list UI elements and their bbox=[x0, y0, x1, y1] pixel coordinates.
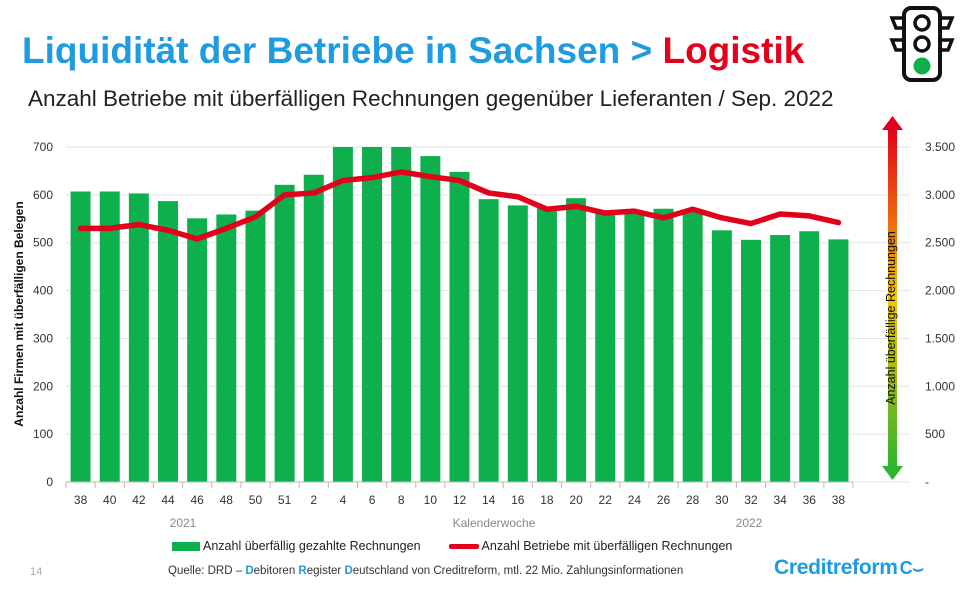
x-tick-label: 12 bbox=[453, 493, 467, 507]
traffic-light-icon bbox=[889, 6, 955, 82]
y-right-tick-label: 1.500 bbox=[925, 331, 955, 345]
x-tick-label: 18 bbox=[540, 493, 554, 507]
y-left-tick-label: 100 bbox=[33, 427, 53, 441]
bar bbox=[391, 147, 412, 482]
bar bbox=[653, 208, 674, 482]
bar bbox=[770, 235, 791, 482]
bar bbox=[420, 156, 441, 483]
y-left-tick-label: 500 bbox=[33, 236, 53, 250]
page-subtitle: Anzahl Betriebe mit überfälligen Rechnun… bbox=[28, 86, 834, 111]
x-tick-label: 22 bbox=[599, 493, 613, 507]
x-tick-label: 42 bbox=[132, 493, 146, 507]
x-tick-label: 38 bbox=[832, 493, 846, 507]
bar bbox=[332, 147, 353, 482]
bar bbox=[799, 231, 820, 482]
x-axis-title: Kalenderwoche bbox=[453, 516, 536, 530]
legend-line-label: Anzahl Betriebe mit überfälligen Rechnun… bbox=[481, 539, 733, 553]
x-tick-label: 28 bbox=[686, 493, 700, 507]
source-note: Quelle: DRD – Debitoren Register Deutsch… bbox=[168, 565, 684, 577]
bar bbox=[682, 211, 703, 482]
x-tick-label: 40 bbox=[103, 493, 117, 507]
x-tick-label: 38 bbox=[74, 493, 88, 507]
y-right-tick-label: 2.000 bbox=[925, 284, 955, 298]
legend-bar-swatch bbox=[172, 541, 200, 551]
y-right-tick-label: 1.000 bbox=[925, 379, 955, 393]
x-tick-label: 32 bbox=[744, 493, 758, 507]
y-right-tick-label: 3.500 bbox=[925, 140, 955, 154]
legend-line-swatch bbox=[448, 543, 479, 549]
bar bbox=[362, 147, 383, 482]
y-right-tick-label: 3.000 bbox=[925, 188, 955, 202]
bar-series bbox=[70, 147, 849, 483]
y-right-tick-label: 2.500 bbox=[925, 236, 955, 250]
bar bbox=[70, 191, 91, 482]
bar bbox=[274, 184, 295, 483]
x-tick-label: 4 bbox=[340, 493, 347, 507]
x-tick-label: 51 bbox=[278, 493, 292, 507]
x-tick-label: 2 bbox=[310, 493, 317, 507]
y-left-tick-label: 400 bbox=[33, 284, 53, 298]
x-tick-label: 30 bbox=[715, 493, 729, 507]
logo-mark-icon: C⌣ bbox=[899, 558, 925, 578]
page-title: Liquidität der Betriebe in Sachsen > Log… bbox=[22, 30, 804, 72]
bar bbox=[303, 174, 324, 482]
title-separator: > bbox=[630, 30, 653, 71]
bar bbox=[478, 199, 499, 482]
year-label-start: 2021 bbox=[170, 516, 197, 530]
y-axis-right-title: Anzahl überfällige Rechnungen bbox=[884, 231, 898, 405]
x-tick-label: 10 bbox=[424, 493, 438, 507]
bar bbox=[128, 193, 149, 482]
bar bbox=[536, 206, 557, 483]
bar bbox=[449, 171, 470, 482]
page-number: 14 bbox=[30, 566, 43, 578]
y-axis-left-title: Anzahl Firmen mit überfälligen Belegen bbox=[12, 201, 26, 426]
y-axis-left: 0 100 200 300 400 500 600 700 bbox=[33, 140, 53, 489]
y-right-tick-label: - bbox=[925, 475, 929, 489]
y-left-tick-label: 700 bbox=[33, 140, 53, 154]
bar bbox=[624, 211, 645, 482]
bar bbox=[507, 205, 528, 482]
x-tick-label: 48 bbox=[220, 493, 234, 507]
bar bbox=[216, 214, 237, 482]
bar bbox=[740, 239, 761, 482]
x-tick-label: 26 bbox=[657, 493, 671, 507]
line-series bbox=[77, 169, 842, 242]
title-highlight: Logistik bbox=[662, 30, 805, 71]
x-tick-label: 20 bbox=[569, 493, 583, 507]
creditreform-logo: Creditreform C⌣ bbox=[774, 556, 925, 579]
bar bbox=[245, 210, 266, 482]
y-left-tick-label: 300 bbox=[33, 331, 53, 345]
x-tick-label: 24 bbox=[628, 493, 642, 507]
gradient-scale-arrow bbox=[882, 116, 903, 480]
y-right-tick-label: 500 bbox=[925, 427, 945, 441]
bar bbox=[187, 218, 208, 483]
year-label-end: 2022 bbox=[736, 516, 763, 530]
y-left-tick-label: 600 bbox=[33, 188, 53, 202]
title-main: Liquidität der Betriebe in Sachsen bbox=[22, 30, 621, 71]
bar bbox=[566, 198, 587, 482]
x-tick-label: 16 bbox=[511, 493, 525, 507]
x-tick-label: 44 bbox=[161, 493, 175, 507]
x-tick-label: 34 bbox=[773, 493, 787, 507]
x-tick-label: 46 bbox=[190, 493, 204, 507]
x-tick-label: 6 bbox=[369, 493, 376, 507]
bar bbox=[828, 239, 849, 482]
y-left-tick-label: 0 bbox=[46, 475, 53, 489]
x-tick-label: 8 bbox=[398, 493, 405, 507]
x-tick-label: 50 bbox=[249, 493, 263, 507]
y-left-tick-label: 200 bbox=[33, 379, 53, 393]
legend-bar-label: Anzahl überfällig gezahlte Rechnungen bbox=[203, 539, 421, 553]
chart-legend: Anzahl überfällig gezahlte Rechnungen An… bbox=[172, 539, 732, 553]
x-tick-label: 14 bbox=[482, 493, 496, 507]
y-axis-right: - 500 1.000 1.500 2.000 2.500 3.000 3.500 bbox=[925, 140, 955, 489]
bar bbox=[99, 191, 120, 482]
bar bbox=[711, 230, 732, 482]
bar bbox=[158, 201, 179, 483]
bar bbox=[595, 211, 616, 482]
x-tick-label: 36 bbox=[803, 493, 817, 507]
x-axis: 38 40 42 44 46 48 50 51 2 4 6 8 10 12 14 16 18 20 22 24 26 28… bbox=[65, 481, 854, 507]
